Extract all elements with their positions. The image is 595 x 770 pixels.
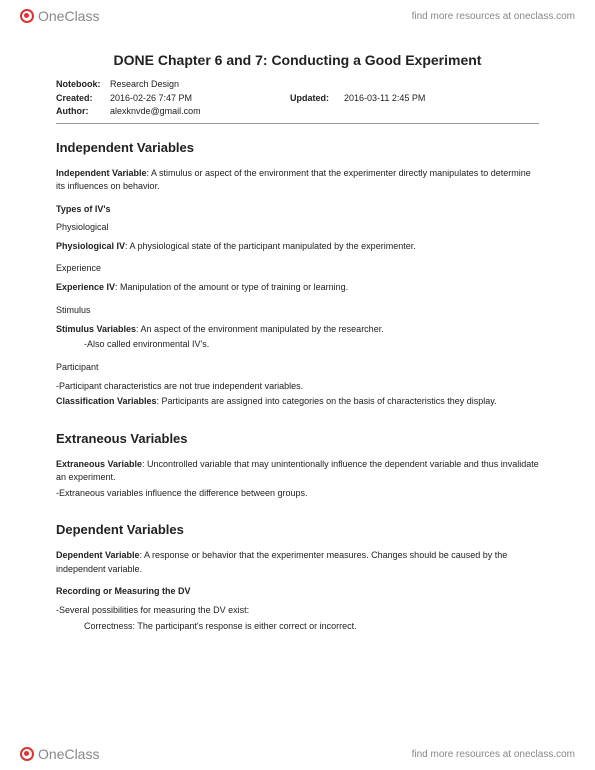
section-heading-ev: Extraneous Variables: [56, 431, 539, 446]
physiological-definition: Physiological IV: A physiological state …: [56, 240, 539, 254]
footer-bar: OneClass find more resources at oneclass…: [0, 738, 595, 770]
logo-footer: OneClass: [20, 746, 99, 762]
brand-name: OneClass: [38, 8, 99, 24]
stim-term: Stimulus Variables: [56, 324, 136, 334]
phys-def: : A physiological state of the participa…: [125, 241, 416, 251]
document-title: DONE Chapter 6 and 7: Conducting a Good …: [56, 52, 539, 68]
class-term: Classification Variables: [56, 396, 157, 406]
experience-definition: Experience IV: Manipulation of the amoun…: [56, 281, 539, 295]
stimulus-definition: Stimulus Variables: An aspect of the env…: [56, 323, 539, 337]
section-heading-iv: Independent Variables: [56, 140, 539, 155]
ev-term: Extraneous Variable: [56, 459, 142, 469]
meta-row: Notebook: Research Design: [56, 78, 539, 92]
divider: [56, 123, 539, 124]
document-content: DONE Chapter 6 and 7: Conducting a Good …: [56, 52, 539, 643]
stimulus-note: -Also called environmental IV's.: [84, 338, 539, 352]
stimulus-heading: Stimulus: [56, 305, 539, 315]
class-def: : Participants are assigned into categor…: [157, 396, 497, 406]
tagline-top: find more resources at oneclass.com: [412, 11, 575, 22]
brand-name-footer: OneClass: [38, 746, 99, 762]
recording-heading: Recording or Measuring the DV: [56, 586, 539, 596]
phys-term: Physiological IV: [56, 241, 125, 251]
meta-author-value: alexknvde@gmail.com: [110, 105, 230, 119]
stim-def: : An aspect of the environment manipulat…: [136, 324, 384, 334]
logo: OneClass: [20, 8, 99, 24]
header-bar: OneClass find more resources at oneclass…: [0, 0, 595, 32]
recording-note: -Several possibilities for measuring the…: [56, 604, 539, 618]
exp-def: : Manipulation of the amount or type of …: [115, 282, 348, 292]
participant-heading: Participant: [56, 362, 539, 372]
meta-updated-label: Updated:: [290, 92, 344, 106]
meta-created-value: 2016-02-26 7:47 PM: [110, 92, 230, 106]
dv-term: Dependent Variable: [56, 550, 140, 560]
physiological-heading: Physiological: [56, 222, 539, 232]
meta-row: Created: 2016-02-26 7:47 PM Updated: 201…: [56, 92, 539, 106]
experience-heading: Experience: [56, 263, 539, 273]
metadata-block: Notebook: Research Design Created: 2016-…: [56, 78, 539, 119]
recording-sub: Correctness: The participant's response …: [84, 620, 539, 634]
meta-notebook-label: Notebook:: [56, 78, 110, 92]
section-heading-dv: Dependent Variables: [56, 522, 539, 537]
dv-definition: Dependent Variable: A response or behavi…: [56, 549, 539, 576]
classification-definition: Classification Variables: Participants a…: [56, 395, 539, 409]
meta-notebook-value: Research Design: [110, 78, 230, 92]
iv-definition: Independent Variable: A stimulus or aspe…: [56, 167, 539, 194]
meta-row: Author: alexknvde@gmail.com: [56, 105, 539, 119]
ev-note: -Extraneous variables influence the diff…: [56, 487, 539, 501]
meta-author-label: Author:: [56, 105, 110, 119]
meta-updated-value: 2016-03-11 2:45 PM: [344, 92, 464, 106]
ev-definition: Extraneous Variable: Uncontrolled variab…: [56, 458, 539, 485]
tagline-bottom: find more resources at oneclass.com: [412, 749, 575, 760]
logo-icon: [20, 9, 34, 23]
logo-icon: [20, 747, 34, 761]
participant-note: -Participant characteristics are not tru…: [56, 380, 539, 394]
meta-created-label: Created:: [56, 92, 110, 106]
types-heading: Types of IV's: [56, 204, 539, 214]
exp-term: Experience IV: [56, 282, 115, 292]
iv-term: Independent Variable: [56, 168, 147, 178]
